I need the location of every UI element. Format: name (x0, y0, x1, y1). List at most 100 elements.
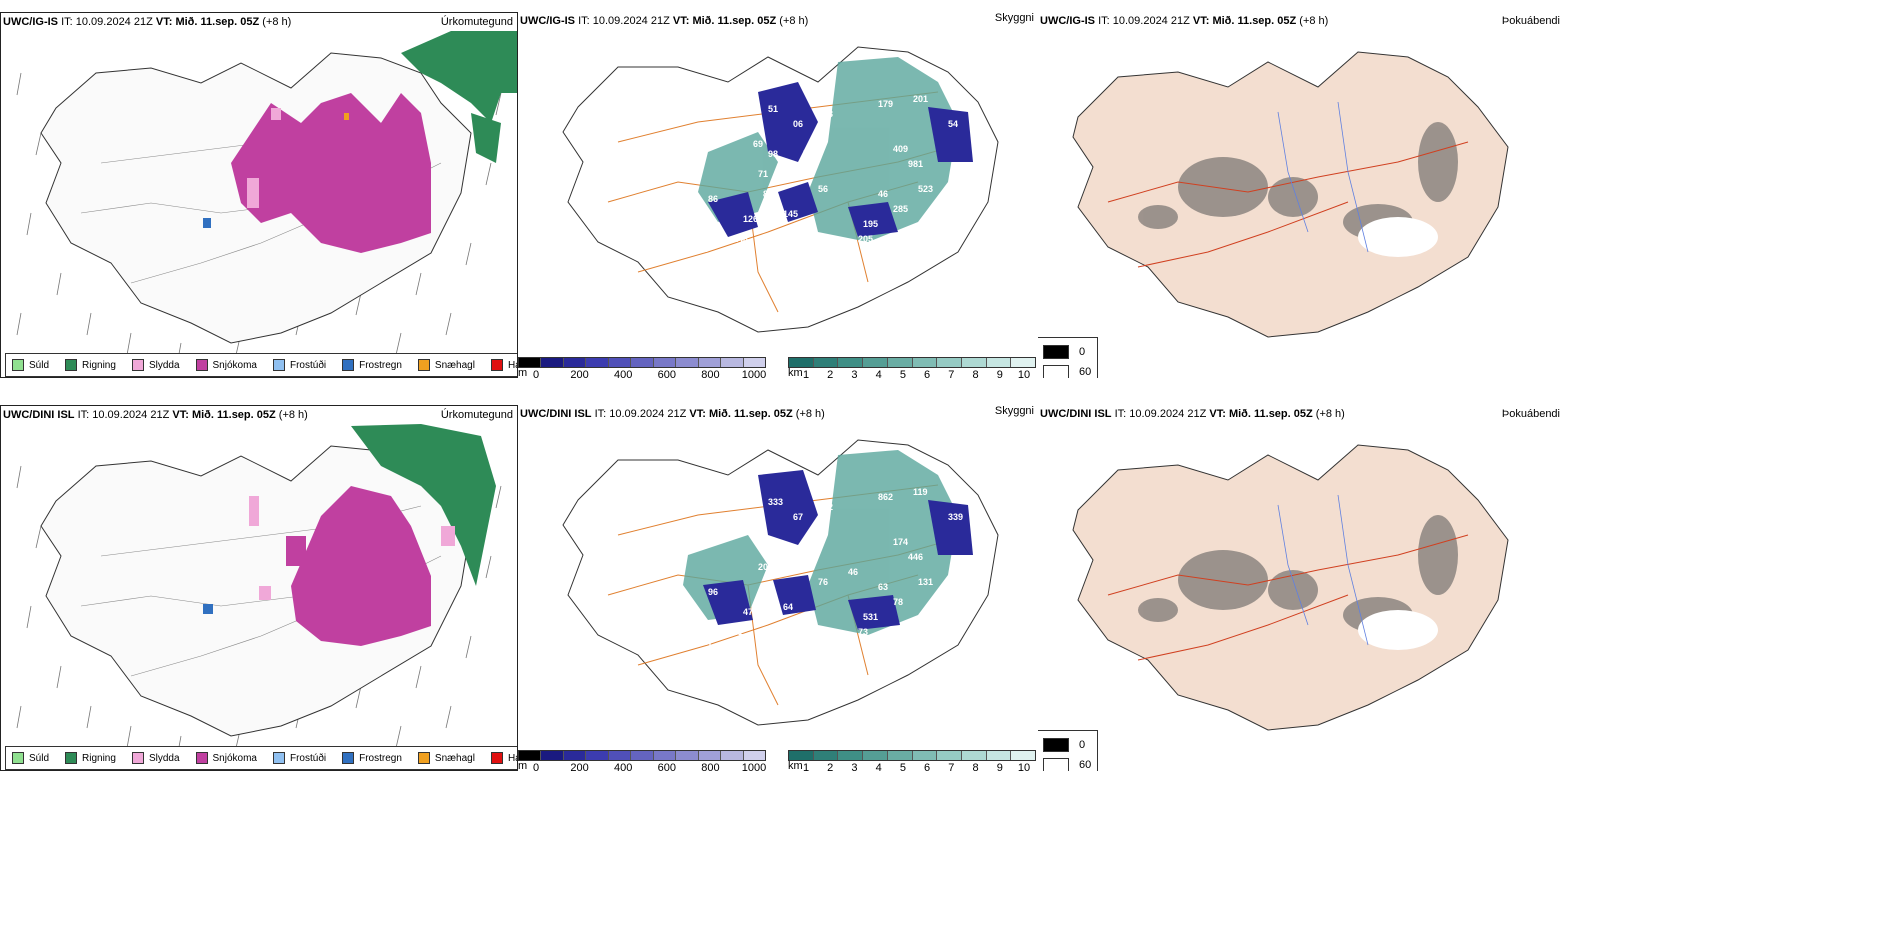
low-cloud-base-area (708, 82, 973, 237)
ceiling-value-label: 333 (768, 497, 783, 507)
ceiling-value-label: 62 (763, 582, 773, 592)
ceiling-value-label: 131 (918, 577, 933, 587)
cloud-panel-name-row2: Skyggni (994, 405, 1034, 417)
ceiling-value-label: 275 (728, 517, 743, 527)
fog-title-row1: UWC/IG-IS IT: 10.09.2024 21Z VT: Mið. 11… (1040, 15, 1329, 27)
legend-label: Snæhagl (434, 752, 475, 764)
ceiling-value-label: 157 (938, 214, 953, 224)
fog-legend-item: 60 (1043, 755, 1091, 771)
ceiling-value-label: 86 (708, 194, 718, 204)
precip-legend-item: Rigning (65, 359, 116, 371)
colorbar-segment (541, 751, 564, 760)
roads-red (1107, 141, 1469, 268)
precip-legend-item: Súld (12, 359, 49, 371)
legend-swatch (490, 359, 503, 371)
fog-legend-item: 0 (1043, 342, 1091, 362)
ceiling-value-label: 126 (743, 214, 758, 224)
legend-swatch (131, 752, 144, 764)
colorbar-tick-label: 0 (532, 762, 540, 771)
legend-swatch (65, 752, 78, 764)
ceiling-value-label: 862 (878, 492, 893, 502)
ceiling-value-label: 339 (948, 512, 963, 522)
precip-legend-item: Rigning (65, 752, 116, 764)
ceiling-value-label: 195 (863, 219, 878, 229)
colorbar-segment (608, 751, 632, 760)
fog-title-row2: UWC/DINI ISL IT: 10.09.2024 21Z VT: Mið.… (1040, 408, 1345, 420)
colorbar-tick-label: 200 (570, 762, 589, 771)
colorbar-segment (743, 358, 765, 367)
legend-label: Snjókoma (212, 752, 257, 764)
colorbar-tick-label: 800 (701, 762, 720, 771)
colorbar-tick-label: 6 (924, 369, 931, 378)
legend-swatch (342, 752, 355, 764)
colorbar-tick-label: 0 (532, 369, 540, 378)
ceiling-value-label: 271 (863, 642, 878, 652)
precip-map-row1 (16, 31, 517, 376)
colorbar-tick-label: 1 (802, 369, 810, 378)
colorbar-tick-label: 1 (802, 762, 810, 771)
ceiling-value-label: 98 (768, 149, 778, 159)
freezing-rain-area (203, 218, 211, 228)
rain-area (401, 31, 517, 163)
colorbar-segment (586, 751, 609, 760)
colorbar-segment (653, 751, 677, 760)
ceiling-value-label: 71 (758, 169, 768, 179)
ceiling-value-label: 981 (908, 159, 923, 169)
colorbar-segment (937, 751, 962, 760)
colorbar-segment (912, 358, 938, 367)
precip-legend-item: Frostúði (272, 359, 326, 371)
fog-map-row1 (1072, 51, 1509, 338)
sleet-area (249, 496, 455, 600)
colorbar-segment (676, 358, 699, 367)
colorbar-segment (541, 358, 564, 367)
colorbar-tick-label: 1000 (741, 369, 767, 378)
legend-swatch (131, 359, 144, 371)
colorbar-segment (519, 358, 542, 367)
ceiling-value-label: 78 (803, 149, 813, 159)
precip-title-row2: UWC/DINI ISL IT: 10.09.2024 21Z VT: Mið.… (3, 409, 308, 421)
ceiling-value-label: 76 (818, 577, 828, 587)
colorbar-segment (519, 751, 542, 760)
colorbar-segment (887, 751, 913, 760)
ceiling-value-label: 47 (743, 607, 753, 617)
colorbar-tick-label: 10 (1017, 762, 1031, 771)
ceiling-value-label: 125 (768, 542, 783, 552)
snow-area (286, 486, 431, 646)
colorbar-segment (743, 751, 765, 760)
colorbar-segment (863, 358, 888, 367)
precip-legend-row1: Súld Rigning Slydda Snjókoma Frostúði Frostre… (5, 353, 517, 377)
cloud-panel-row1: 179 201 409 54 73 981 523 46 285 88 157 195 205 291 77… (518, 12, 1038, 378)
colorbar-segment (676, 751, 699, 760)
ceiling-labels-row1: 179 201 409 54 73 981 523 46 285 88 157 195 205 291 77… (698, 94, 983, 259)
roads-red (1107, 534, 1469, 661)
sleet-area (247, 108, 281, 208)
colorbar-tick-label: 8 (972, 762, 979, 771)
precip-legend-item: Súld (12, 752, 49, 764)
ceiling-value-label: 21 (918, 622, 928, 632)
legend-label: Slydda (148, 752, 180, 764)
fog-legend-swatch (1043, 758, 1069, 771)
ceiling-value-label: 46 (878, 189, 888, 199)
fog-legend-label: 60 (1079, 759, 1092, 771)
precip-panel-name-row1: Úrkomutegund (440, 16, 513, 28)
ceiling-value-label: 11 (748, 697, 758, 707)
colorbar-segment (863, 751, 888, 760)
colorbar-tick-label: 9 (996, 762, 1003, 771)
legend-swatch (272, 752, 285, 764)
ceiling-value-label: 85 (763, 189, 773, 199)
ceiling-value-label: 167 (698, 637, 713, 647)
colorbar-segment (986, 751, 1012, 760)
legend-label: Frostregn (359, 752, 402, 764)
ceiling-value-label: 63 (878, 582, 888, 592)
colorbar-tick-label: 1000 (741, 762, 767, 771)
ceiling-value-label: 531 (863, 612, 878, 622)
legend-label: Súld (29, 752, 50, 764)
cloud-base-unit: m (518, 367, 528, 378)
ceiling-value-label: 91 (838, 642, 848, 652)
rain-area (351, 424, 496, 586)
colorbar-tick-label: 2 (827, 762, 834, 771)
ceiling-value-label: 78 (893, 597, 903, 607)
legend-swatch (12, 752, 24, 764)
ceiling-value-label: 61 (733, 627, 743, 637)
low-cloud-base-area (703, 470, 973, 630)
